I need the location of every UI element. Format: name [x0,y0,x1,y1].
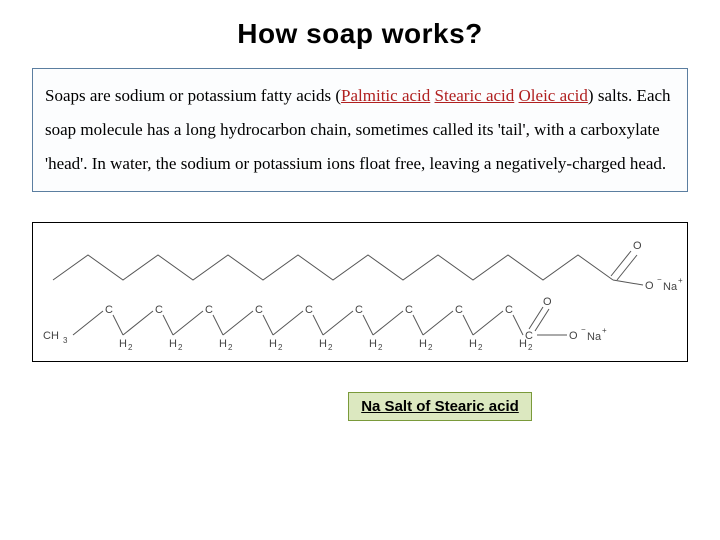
svg-text:Na: Na [587,331,602,343]
svg-text:H: H [419,338,427,350]
page-title: How soap works? [0,0,720,60]
svg-text:H: H [319,338,327,350]
structure-diagram: OO−Na+ CH3CCCCCCCCCH2H2H2H2H2H2H2H2H2COO… [32,222,688,362]
svg-text:2: 2 [128,343,133,352]
svg-text:C: C [505,304,513,316]
acid-link-oleic[interactable]: Oleic acid [519,86,588,105]
svg-text:2: 2 [428,343,433,352]
svg-text:2: 2 [278,343,283,352]
svg-text:H: H [469,338,477,350]
description-box: Soaps are sodium or potassium fatty acid… [32,68,688,192]
svg-text:C: C [205,304,213,316]
svg-text:+: + [678,276,683,285]
svg-text:H: H [269,338,277,350]
svg-text:2: 2 [228,343,233,352]
svg-text:2: 2 [378,343,383,352]
molecule-expanded: CH3CCCCCCCCCH2H2H2H2H2H2H2H2H2COO−Na+ [43,291,677,355]
svg-text:C: C [455,304,463,316]
svg-text:C: C [405,304,413,316]
svg-text:2: 2 [478,343,483,352]
svg-text:O: O [645,280,654,291]
acid-link-stearic[interactable]: Stearic acid [435,86,515,105]
svg-text:H: H [169,338,177,350]
text-segment: Soaps are sodium or potassium fatty acid… [45,86,341,105]
svg-text:O: O [569,330,578,342]
svg-text:CH: CH [43,330,59,342]
caption-container: Na Salt of Stearic acid [0,362,720,421]
svg-text:O: O [633,240,642,252]
svg-text:H: H [219,338,227,350]
svg-text:2: 2 [328,343,333,352]
svg-text:O: O [543,296,552,308]
svg-text:C: C [155,304,163,316]
svg-text:C: C [525,330,533,342]
svg-text:−: − [581,325,586,334]
svg-text:H: H [119,338,127,350]
svg-text:2: 2 [178,343,183,352]
svg-text:2: 2 [528,343,533,352]
svg-text:C: C [305,304,313,316]
svg-text:3: 3 [63,336,68,345]
svg-text:C: C [355,304,363,316]
svg-text:C: C [255,304,263,316]
svg-text:+: + [602,326,607,335]
svg-text:Na: Na [663,281,678,291]
caption-label: Na Salt of Stearic acid [348,392,532,421]
svg-text:C: C [105,304,113,316]
svg-text:−: − [657,275,662,284]
molecule-skeletal: OO−Na+ [43,235,677,291]
svg-text:H: H [369,338,377,350]
acid-link-palmitic[interactable]: Palmitic acid [341,86,430,105]
